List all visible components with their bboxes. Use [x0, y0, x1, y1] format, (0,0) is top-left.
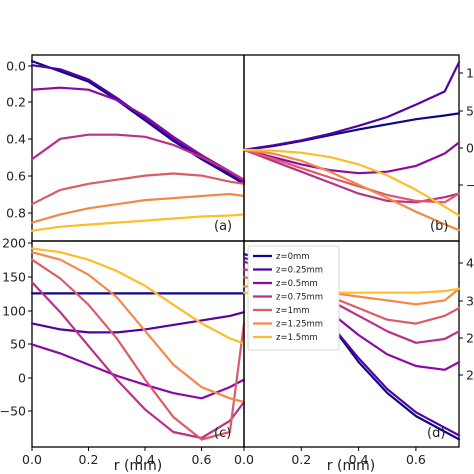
panel-b-ytick-label: − [466, 178, 474, 193]
panel-c-frame [31, 240, 245, 448]
panel-b-ytick-label: 0 [466, 141, 474, 156]
panel-b-ytick-label: 5 [466, 104, 474, 119]
legend-label: z=1mm [276, 306, 310, 316]
panel-b-series-5 [242, 148, 461, 232]
panel-c-ytick-label: 0 [18, 371, 26, 386]
x-tick-label: 0.2 [79, 452, 99, 467]
panel-a: 0.0 0.2 0.4 0.6 0.8 (a) [6, 54, 246, 242]
x-tick-label: 0.6 [192, 452, 212, 467]
panel-c-ytick-label: 100 [2, 304, 26, 319]
x-tick-label: 0.0 [234, 452, 254, 467]
panel-a-curves [30, 60, 246, 232]
panel-a-series-2 [30, 86, 246, 183]
x-axis-label-right: r (mm) [327, 458, 375, 474]
panel-b-series-3 [242, 148, 461, 204]
x-tick-label: 0.4 [349, 452, 369, 467]
panel-c-series-6 [30, 247, 246, 345]
panel-b-curves [242, 61, 461, 232]
panel-a-ytick-label: 0.8 [6, 206, 26, 221]
panel-c-series-2 [30, 343, 246, 400]
legend-label: z=0.25mm [276, 266, 323, 276]
panel-b-series-1 [242, 61, 461, 151]
panel-b-frame [243, 54, 460, 242]
panel-c-yticks: 200 150 100 50 0 −50 [0, 236, 32, 419]
legend-label: z=0.75mm [276, 293, 323, 303]
x-tick-label: 0.0 [22, 452, 42, 467]
panel-d-yticks: 4 3 2 2 [459, 256, 474, 383]
panel-d-ytick-label: 2 [466, 368, 474, 383]
panel-c-curves [30, 247, 246, 441]
legend-entries: z=0mm z=0.25mm z=0.5mm z=0.75mm z=1mm z=1.25m… [253, 252, 323, 343]
panel-d-label: (d) [427, 426, 445, 441]
legend-label: z=1.5mm [276, 333, 318, 343]
panel-a-yticks: 0.0 0.2 0.4 0.6 0.8 [6, 59, 32, 221]
panel-d-ytick-label: 4 [466, 256, 474, 271]
panel-d-ytick-label: 2 [466, 331, 474, 346]
panel-c-label: (c) [214, 426, 231, 441]
panel-a-series-1 [30, 64, 246, 183]
legend: z=0mm z=0.25mm z=0.5mm z=0.75mm z=1mm z=1.25m… [247, 245, 340, 351]
panel-b-ytick-label: 1 [466, 66, 474, 81]
panel-a-ytick-label: 0.0 [6, 59, 26, 74]
panel-c-ytick-label: 150 [2, 270, 26, 285]
panel-a-series-4 [30, 172, 246, 206]
x-ticks: 0.0 0.2 0.4 0.6 0.0 0.2 0.4 0.6 [22, 447, 426, 467]
panel-a-series-0 [30, 60, 246, 185]
panel-c-ytick-label: 200 [2, 236, 26, 251]
panel-b-series-2 [242, 141, 461, 175]
panel-b: 1 5 0 − (b) [242, 54, 474, 242]
panel-b-series-6 [242, 148, 461, 217]
panel-c-ytick-label: 50 [10, 337, 26, 352]
panel-c-ytick-label: −50 [0, 404, 26, 419]
legend-label: z=1.25mm [276, 320, 323, 330]
panel-b-yticks: 1 5 0 − [459, 66, 474, 193]
legend-label: z=0.5mm [276, 279, 318, 289]
panel-a-label: (a) [214, 219, 232, 234]
panel-a-ytick-label: 0.4 [6, 132, 26, 147]
panel-a-ytick-label: 0.2 [6, 95, 26, 110]
x-tick-label: 0.6 [406, 452, 426, 467]
panel-a-series-6 [30, 213, 246, 232]
panel-a-ytick-label: 0.6 [6, 169, 26, 184]
panel-c: 200 150 100 50 0 −50 (c) [0, 236, 246, 448]
panel-d-frame [243, 240, 460, 448]
x-tick-label: 0.2 [291, 452, 311, 467]
panel-a-series-5 [30, 192, 246, 224]
panel-c-series-4 [30, 258, 246, 441]
legend-label: z=0mm [276, 252, 310, 262]
panel-d-ytick-label: 3 [466, 294, 474, 309]
panel-b-label: (b) [430, 219, 448, 234]
panel-a-series-3 [30, 133, 246, 181]
panel-c-series-5 [30, 251, 246, 404]
x-axis-label-left: r (mm) [114, 458, 162, 474]
panel-c-series-3 [30, 281, 246, 440]
x-tick-label: 0.4 [135, 452, 155, 467]
